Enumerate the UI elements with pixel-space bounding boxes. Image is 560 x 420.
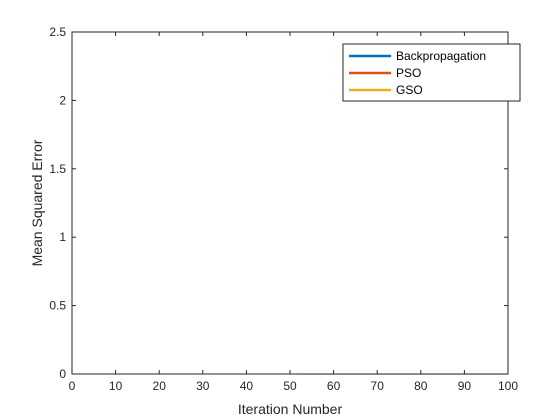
x-tick-label: 60 (327, 379, 341, 393)
y-tick-label: 2 (59, 93, 66, 107)
y-tick-label: 1 (59, 230, 66, 244)
x-tick-label: 90 (458, 379, 472, 393)
y-tick-label: 0.5 (49, 299, 66, 313)
legend: Backpropagation PSO GSO (342, 43, 521, 102)
x-tick-label: 80 (414, 379, 428, 393)
y-tick-label: 0 (59, 367, 66, 381)
x-tick-label: 30 (196, 379, 210, 393)
legend-label: PSO (396, 66, 421, 80)
legend-label: Backpropagation (396, 49, 486, 63)
legend-label: GSO (396, 83, 423, 97)
y-tick-label: 1.5 (49, 162, 66, 176)
y-axis-label: Mean Squared Error (29, 139, 45, 266)
y-tick-label: 2.5 (49, 25, 66, 39)
ticks-layer: 0 10 20 30 40 50 60 70 80 90 100 0 0.5 1 1.5 2 2.5 (49, 25, 518, 393)
x-tick-label: 20 (153, 379, 167, 393)
x-tick-label: 10 (109, 379, 123, 393)
x-tick-label: 50 (283, 379, 297, 393)
x-axis-label: Iteration Number (238, 401, 343, 417)
x-tick-label: 40 (240, 379, 254, 393)
x-tick-label: 0 (69, 379, 76, 393)
x-tick-label: 70 (371, 379, 385, 393)
x-tick-label: 100 (498, 379, 518, 393)
